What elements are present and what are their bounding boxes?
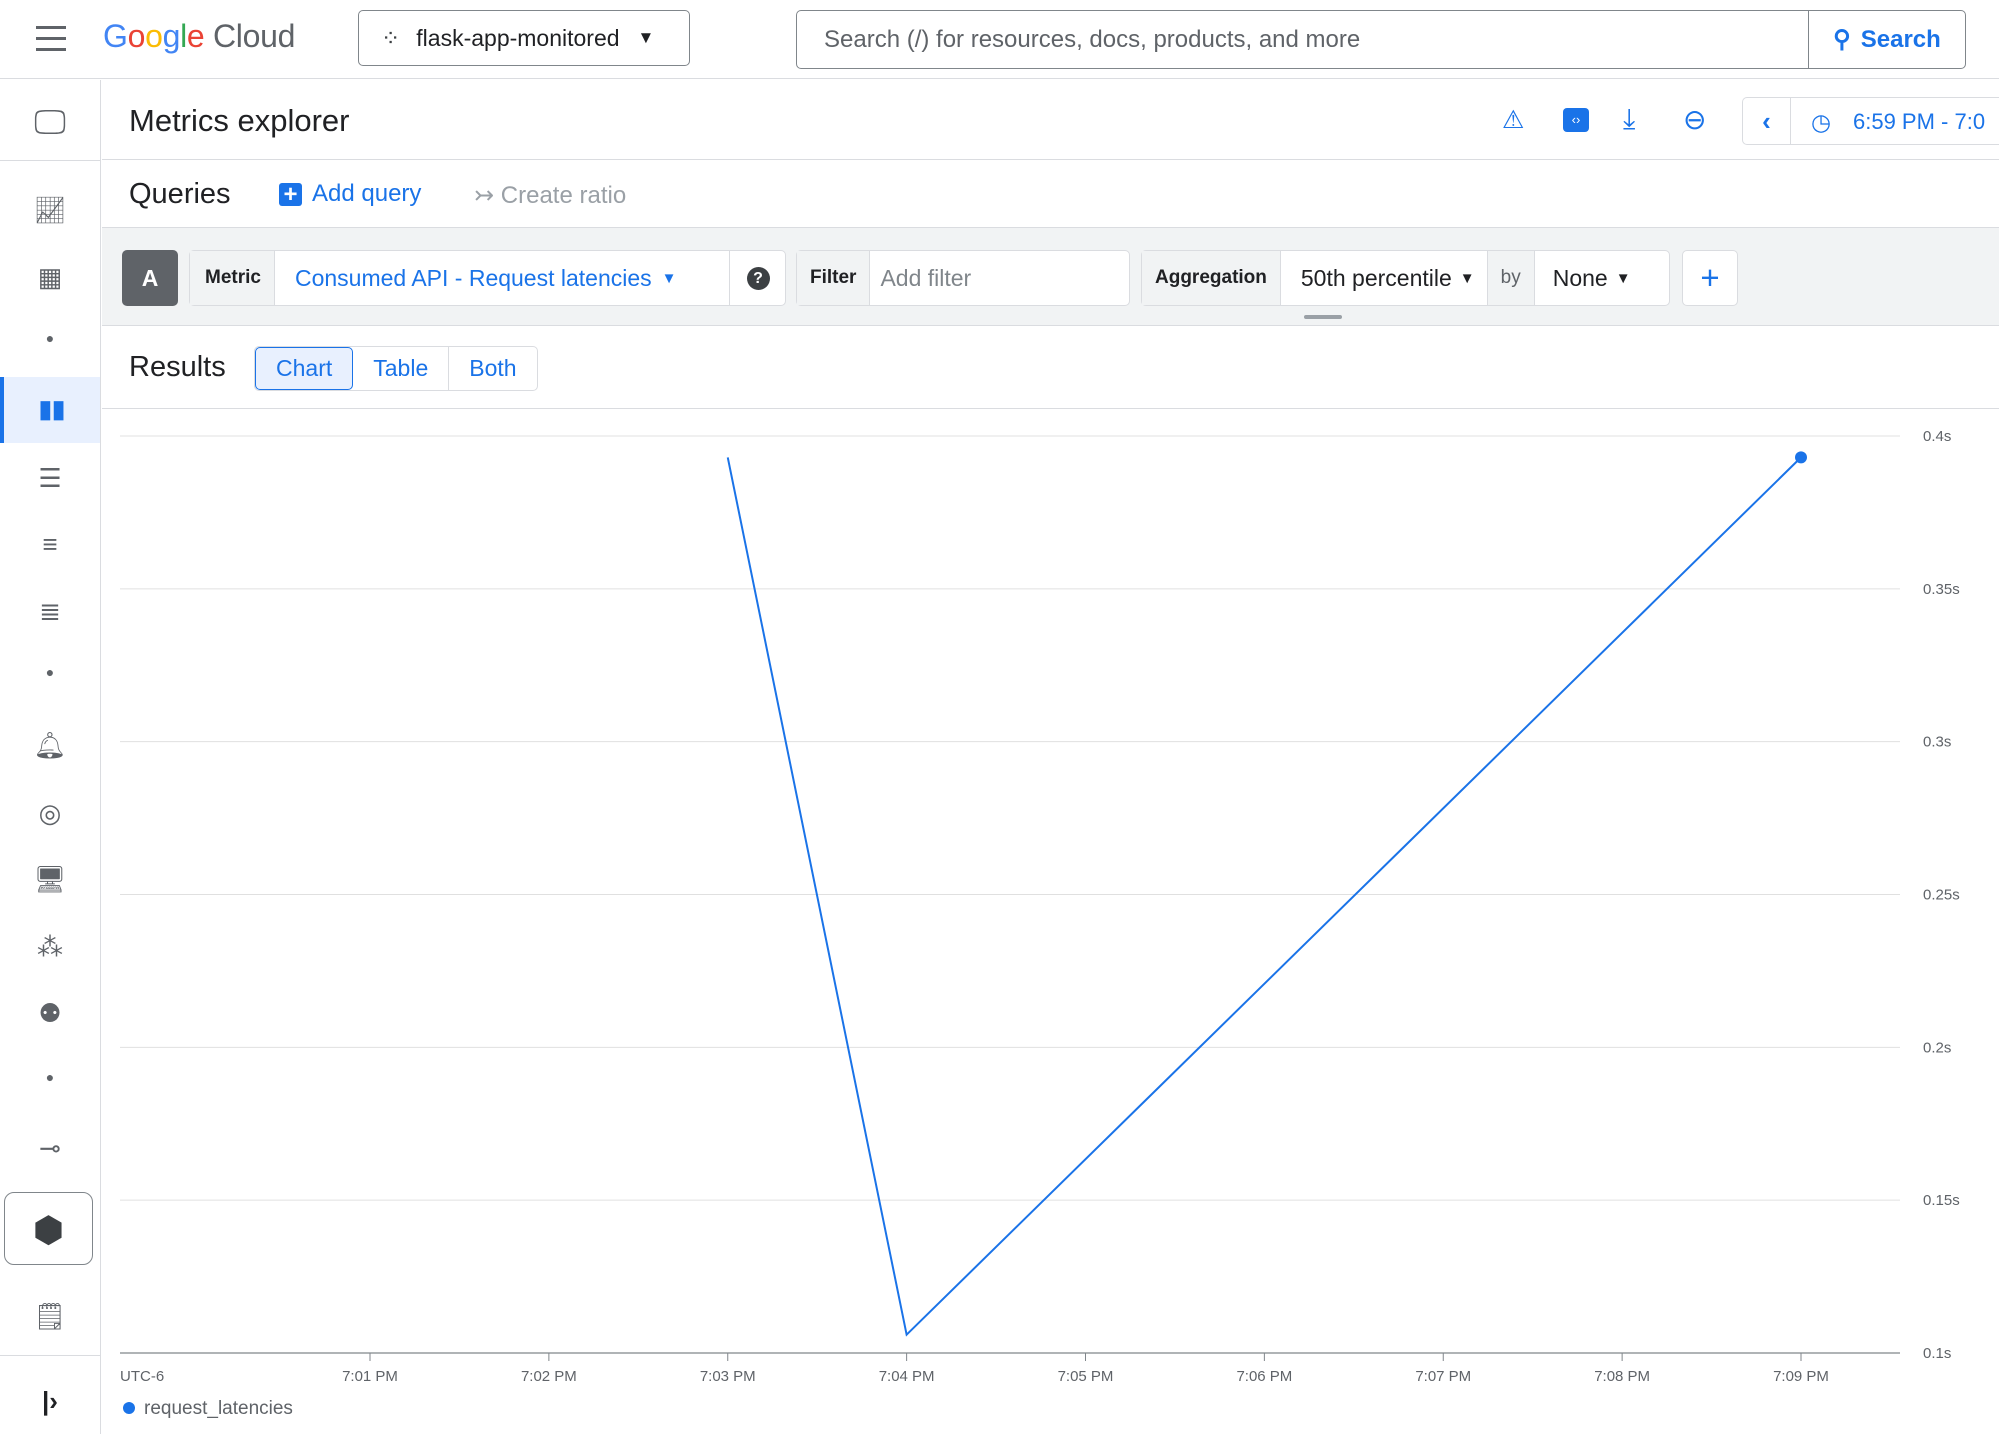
results-title: Results [129,351,226,383]
release-notes-icon[interactable]: 🗒︎ [33,1301,67,1331]
separator-dot-icon: ● [45,1069,55,1085]
add-aggregation-button[interactable]: + [1682,250,1738,306]
groups-icon[interactable]: ⁂ [37,932,63,962]
aggregation-label: Aggregation [1142,251,1281,305]
y-tick-label: 0.3s [1923,734,1951,751]
x-tick-label: 7:05 PM [1058,1368,1114,1385]
search-placeholder: Search (/) for resources, docs, products… [824,25,1361,53]
resize-handle[interactable] [1304,315,1342,319]
dropdown-icon: ▼ [1459,269,1475,287]
series-line [726,456,1802,1337]
monitoring-icon[interactable]: 🖵 [34,103,66,140]
dropdown-icon: ▼ [1615,269,1631,287]
by-label: by [1486,251,1535,305]
metric-selector[interactable]: Metric Consumed API - Request latencies … [189,250,786,306]
queries-title: Queries [129,178,231,210]
log-search-icon[interactable]: ≡ [42,529,58,559]
link-icon[interactable]: ⊖ [1683,104,1707,135]
y-tick-label: 0.2s [1923,1039,1951,1056]
x-tick-label: 7:09 PM [1773,1368,1829,1385]
alerting-bell-icon[interactable]: 🔔︎ [33,730,67,760]
extensions-hex-icon[interactable]: ⬢ [4,1192,93,1265]
x-tick-label: 7:03 PM [700,1368,756,1385]
download-icon[interactable]: ⤓ [1623,103,1636,134]
add-query-label: Add query [312,180,422,207]
x-tick-label: 7:01 PM [342,1368,398,1385]
time-range-label: 6:59 PM - 7:0 [1853,109,1986,134]
y-tick-label: 0.4s [1923,428,1951,445]
sidebar: 🖵 📈︎ ▦ ● ▮▮ ☰ ≡ ≣ ● 🔔︎ ◎ 🖥︎ ⁂ ⚉ ● ⊸ ⬢ 🗒︎… [0,80,101,1434]
dashboards-icon[interactable]: ▦ [37,262,63,292]
sidebar-item-metrics-explorer[interactable]: ▮▮ [0,377,100,443]
search-button[interactable]: ⚲ Search [1808,11,1965,68]
y-tick-label: 0.15s [1923,1192,1960,1209]
metric-value: Consumed API - Request latencies [294,264,652,291]
series-last-point [1795,451,1807,464]
y-tick-label: 0.25s [1923,887,1960,904]
separator-dot-icon: ● [45,664,55,680]
tab-chart[interactable]: Chart [255,347,354,390]
aggregation-selector[interactable]: Aggregation 50th percentile ▼ by None ▼ [1141,250,1670,306]
overview-icon[interactable]: 📈︎ [33,195,67,225]
code-icon[interactable]: ‹› [1563,108,1589,132]
separator-dot-icon: ● [45,330,55,346]
x-tick-label: 7:02 PM [521,1368,577,1385]
google-cloud-logo[interactable]: Google Cloud [103,18,296,54]
dropdown-icon: ▼ [661,269,677,287]
help-icon: ? [746,266,770,290]
chevron-down-icon: ▼ [637,28,655,47]
create-ratio-label: Create ratio [500,182,627,209]
legend-marker [123,1402,135,1414]
project-name: flask-app-monitored [416,24,620,51]
timezone-label: UTC-6 [120,1368,164,1385]
aggregation-value[interactable]: 50th percentile [1300,264,1452,291]
logs-icon[interactable]: ☰ [38,463,62,493]
top-bar: Google Cloud ⁘ flask-app-monitored ▼ Sea… [0,0,1999,79]
query-letter-badge: A [122,250,178,306]
uptime-icon[interactable]: ◎ [38,798,62,828]
search-button-label: Search [1860,25,1941,53]
filter-label: Filter [797,251,871,305]
services-icon[interactable]: ⚉ [38,998,62,1028]
help-button[interactable]: ? [729,250,786,306]
integrations-icon[interactable]: ⊸ [39,1133,61,1163]
tab-both[interactable]: Both [469,355,517,381]
filter-field[interactable]: Filter Add filter [796,250,1130,306]
y-tick-label: 0.35s [1923,581,1960,598]
add-query-button[interactable]: + Add query [279,180,421,208]
time-range-selector[interactable]: ‹ ◷ 6:59 PM - 7:0 [1742,97,1999,145]
add-icon: + [279,182,302,206]
bar-chart-icon: ▮▮ [38,396,66,423]
clock-icon: ◷ [1811,109,1832,135]
x-tick-label: 7:04 PM [879,1368,935,1385]
metric-label: Metric [190,251,275,305]
legend-label: request_latencies [144,1398,293,1419]
x-tick-label: 7:08 PM [1594,1368,1650,1385]
monitor-icon[interactable]: 🖥︎ [33,864,67,894]
expand-sidebar-icon[interactable]: |› [42,1386,58,1416]
search-icon: ⚲ [1833,26,1851,53]
project-icon: ⁘ [381,24,401,51]
y-tick-label: 0.1s [1923,1345,1951,1362]
tab-table[interactable]: Table [353,347,450,390]
trace-icon[interactable]: ≣ [39,596,61,626]
feedback-icon[interactable]: ⚠ [1502,106,1525,134]
query-editor: A Metric Consumed API - Request latencie… [102,227,1999,326]
menu-icon[interactable] [36,26,66,59]
filter-input[interactable]: Add filter [880,264,972,291]
x-tick-label: 7:07 PM [1415,1368,1471,1385]
page-header: Metrics explorer ⚠ ‹› ⤓ ⊖ ‹ ◷ 6:59 PM - … [102,80,1999,160]
results-view-toggle: Chart Table Both [254,346,538,391]
search-input[interactable]: Search (/) for resources, docs, products… [796,10,1966,69]
page-title: Metrics explorer [129,103,350,138]
chevron-left-icon[interactable]: ‹ [1743,98,1791,144]
group-by-value[interactable]: None [1552,264,1608,291]
x-tick-label: 7:06 PM [1236,1368,1292,1385]
create-ratio-button[interactable]: ↣ Create ratio [474,181,626,210]
ratio-arrow-icon: ↣ [474,182,501,209]
results-divider [102,408,1999,409]
project-selector[interactable]: ⁘ flask-app-monitored ▼ [358,10,690,66]
